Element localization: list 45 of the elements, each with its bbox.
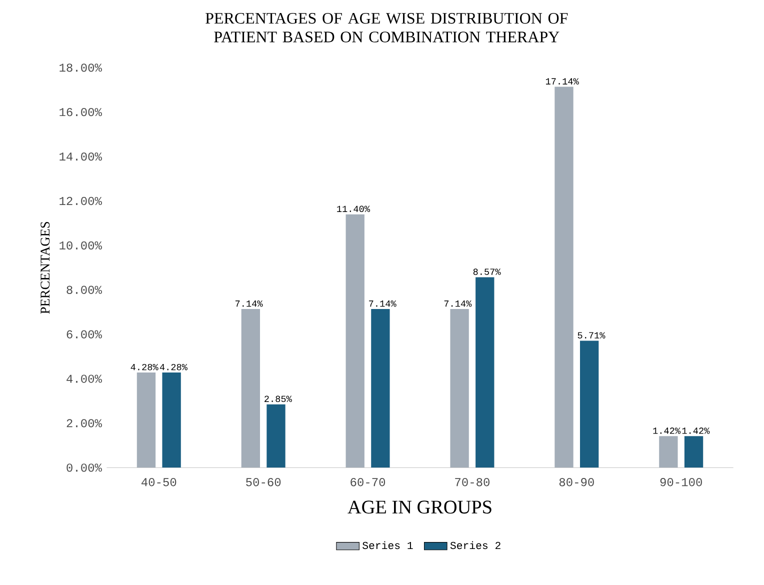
y-tick-label: 6.00% [66, 330, 102, 338]
data-label: 7.14% [235, 300, 263, 307]
bar [241, 308, 260, 468]
bar [162, 372, 181, 468]
x-tick-label: 70-80 [455, 478, 490, 486]
bar [136, 372, 156, 468]
y-axis-title: PERCENTAGES [40, 222, 50, 314]
data-label: 1.42% [682, 428, 710, 434]
legend-label: Series 2 [450, 541, 500, 550]
y-tick-label: 2.00% [66, 419, 102, 428]
data-label: 7.14% [444, 300, 472, 307]
data-label: 5.71% [578, 332, 606, 338]
bar [371, 308, 390, 468]
bar [346, 214, 364, 468]
bar [476, 277, 494, 468]
y-tick-label: 10.00% [60, 241, 102, 250]
bar [580, 340, 599, 468]
data-label: 4.28% [160, 364, 188, 370]
bar [684, 436, 704, 468]
x-tick-label: 90-100 [660, 478, 702, 486]
bar [554, 86, 574, 468]
x-tick-label: 40-50 [142, 478, 176, 486]
x-axis-title: AGE IN GROUPS [348, 500, 492, 514]
bar [450, 308, 469, 468]
data-label: 4.28% [130, 364, 158, 370]
data-label: 8.57% [473, 268, 501, 275]
data-label: 17.14% [546, 78, 579, 85]
y-tick-label: 18.00% [60, 64, 102, 72]
x-tick-label: 80-90 [559, 478, 594, 486]
y-tick-label: 4.00% [66, 374, 102, 383]
x-tick-label: 50-60 [246, 478, 281, 486]
y-tick-label: 8.00% [66, 286, 102, 294]
y-tick-label: 0.00% [66, 464, 102, 472]
data-label: 1.42% [653, 428, 681, 434]
y-tick-label: 16.00% [60, 108, 102, 116]
legend-label: Series 1 [362, 541, 413, 550]
y-tick-label: 14.00% [60, 152, 102, 161]
data-label: 2.85% [264, 396, 292, 402]
bar [266, 404, 286, 468]
y-tick-label: 12.00% [60, 196, 102, 206]
x-tick-label: 60-70 [350, 478, 386, 486]
bar [659, 436, 678, 468]
chart-title: PERCENTAGES OF AGE WISE DISTRIBUTION OF PATIENT BASED ON COMBINATION THERAPY [206, 12, 568, 42]
data-label: 11.40% [337, 206, 370, 212]
data-label: 7.14% [369, 300, 396, 307]
